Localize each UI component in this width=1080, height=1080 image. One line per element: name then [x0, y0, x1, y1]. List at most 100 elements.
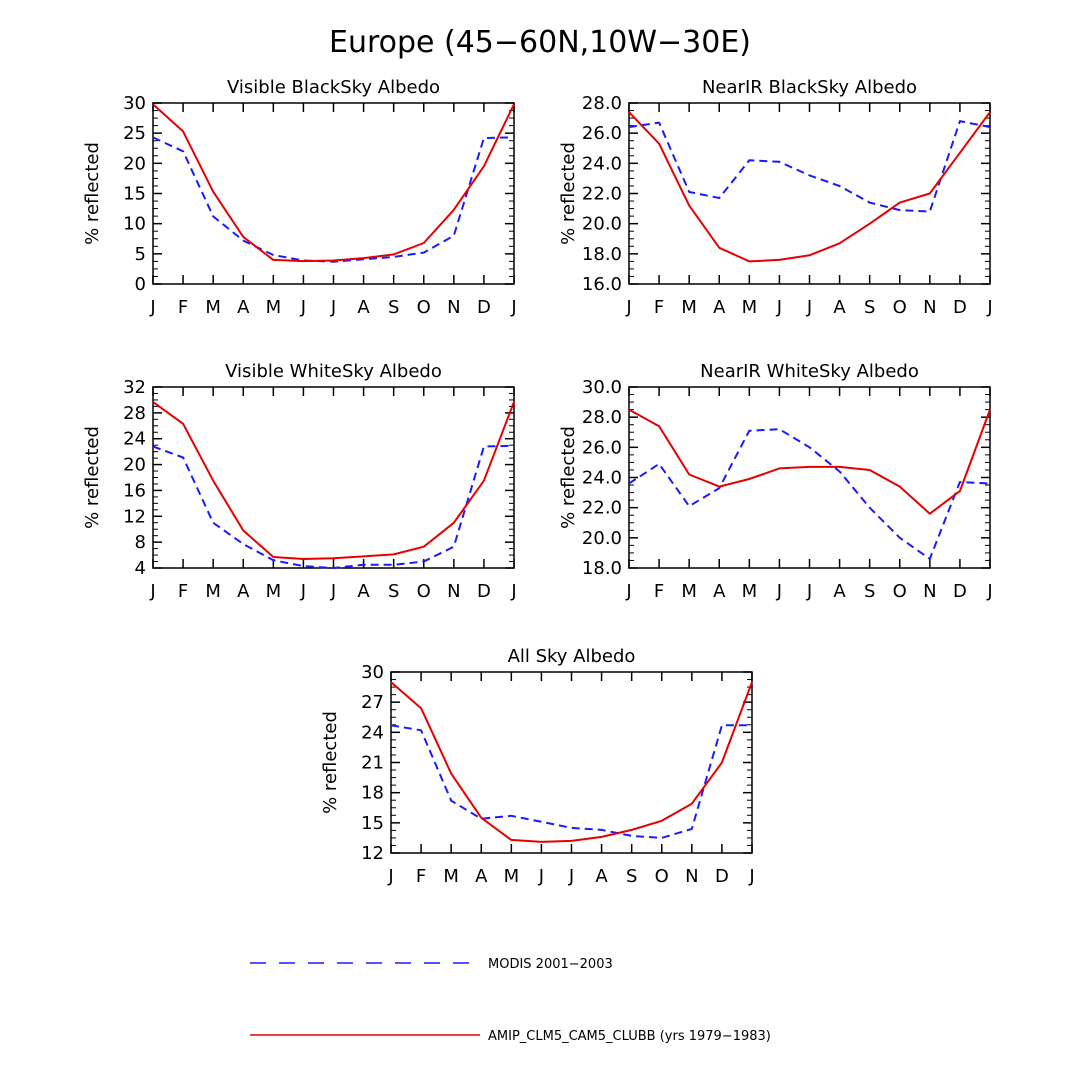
x-tick-label: F: [178, 297, 188, 318]
x-tick-label: O: [655, 866, 669, 887]
x-tick-label: A: [833, 581, 846, 602]
x-tick-label: J: [806, 297, 812, 318]
y-tick-label: 15: [123, 184, 146, 205]
x-tick-label: S: [388, 581, 399, 602]
y-tick-label: 10: [123, 214, 146, 235]
y-tick-label: 27: [361, 692, 384, 713]
x-tick-label: N: [923, 581, 936, 602]
y-tick-label: 24.0: [582, 468, 622, 489]
y-tick-label: 18.0: [582, 558, 622, 579]
y-tick-label: 15: [361, 813, 384, 834]
x-tick-label: M: [742, 581, 758, 602]
y-tick-label: 26.0: [582, 123, 622, 144]
y-tick-label: 25: [123, 123, 146, 144]
x-tick-label: J: [300, 581, 306, 602]
y-axis-label: % reflected: [82, 426, 103, 529]
series-line-modis: [390, 724, 752, 839]
x-tick-label: J: [300, 297, 306, 318]
x-tick-label: D: [953, 297, 967, 318]
x-tick-label: J: [568, 866, 574, 887]
panel-title: Visible BlackSky Albedo: [227, 77, 440, 98]
y-axis-label: % reflected: [558, 426, 579, 529]
panel-title: All Sky Albedo: [508, 646, 636, 667]
x-tick-label: M: [205, 581, 221, 602]
series-line-amip: [390, 681, 753, 843]
y-tick-label: 22.0: [582, 498, 622, 519]
x-tick-label: J: [149, 297, 155, 318]
x-tick-label: F: [654, 297, 664, 318]
y-tick-label: 16.0: [582, 274, 622, 295]
y-tick-label: 18.0: [582, 244, 622, 265]
x-tick-label: A: [237, 297, 250, 318]
x-tick-label: M: [681, 581, 697, 602]
x-tick-label: S: [626, 866, 637, 887]
x-tick-label: J: [330, 297, 336, 318]
y-axis-label: % reflected: [558, 142, 579, 245]
x-tick-label: M: [266, 297, 282, 318]
x-tick-label: D: [477, 581, 491, 602]
panel-title: NearIR BlackSky Albedo: [702, 77, 917, 98]
y-tick-label: 32: [123, 377, 146, 398]
y-axis-label: % reflected: [320, 711, 341, 814]
series-line-amip: [628, 111, 991, 263]
y-tick-label: 20: [123, 153, 146, 174]
x-tick-label: S: [864, 297, 875, 318]
x-tick-label: S: [388, 297, 399, 318]
legend-modis-label: MODIS 2001−2003: [488, 957, 613, 972]
x-tick-label: A: [237, 581, 250, 602]
x-tick-label: A: [595, 866, 608, 887]
x-tick-label: M: [504, 866, 520, 887]
y-tick-label: 28.0: [582, 407, 622, 428]
x-tick-label: A: [713, 581, 726, 602]
series-line-modis: [628, 120, 991, 213]
plot-frame: [152, 102, 515, 285]
series-line-modis: [628, 428, 991, 560]
x-tick-label: F: [178, 581, 188, 602]
x-tick-label: S: [864, 581, 875, 602]
y-tick-label: 16: [123, 480, 146, 501]
y-tick-label: 28.0: [582, 93, 622, 114]
series-line-amip: [628, 408, 991, 515]
y-tick-label: 24: [123, 429, 146, 450]
x-tick-label: J: [510, 297, 516, 318]
plot-frame: [152, 386, 515, 569]
series-line-modis: [152, 136, 515, 263]
x-tick-label: J: [776, 297, 782, 318]
x-tick-label: D: [953, 581, 967, 602]
series-line-amip: [152, 401, 515, 560]
x-tick-label: F: [416, 866, 426, 887]
x-tick-label: J: [625, 581, 631, 602]
x-tick-label: A: [475, 866, 488, 887]
x-tick-label: M: [266, 581, 282, 602]
y-tick-label: 22.0: [582, 184, 622, 205]
x-tick-label: N: [447, 581, 460, 602]
x-tick-label: D: [477, 297, 491, 318]
x-tick-label: O: [893, 581, 907, 602]
y-tick-label: 20: [123, 455, 146, 476]
y-tick-label: 12: [123, 506, 146, 527]
x-tick-label: A: [713, 297, 726, 318]
y-tick-label: 30.0: [582, 377, 622, 398]
x-tick-label: J: [748, 866, 754, 887]
x-tick-label: J: [776, 581, 782, 602]
figure-title: Europe (45−60N,10W−30E): [329, 25, 751, 60]
panel-title: NearIR WhiteSky Albedo: [700, 361, 919, 382]
series-line-amip: [152, 103, 515, 263]
x-tick-label: D: [715, 866, 729, 887]
y-tick-label: 24: [361, 722, 384, 743]
y-tick-label: 5: [135, 244, 146, 265]
legend: MODIS 2001−2003 AMIP_CLM5_CAM5_CLUBB (yr…: [250, 957, 771, 1044]
y-tick-label: 20.0: [582, 214, 622, 235]
x-tick-label: J: [149, 581, 155, 602]
x-tick-label: J: [986, 581, 992, 602]
x-tick-label: J: [510, 581, 516, 602]
y-tick-label: 8: [135, 532, 146, 553]
x-tick-label: J: [330, 581, 336, 602]
y-tick-label: 30: [123, 93, 146, 114]
